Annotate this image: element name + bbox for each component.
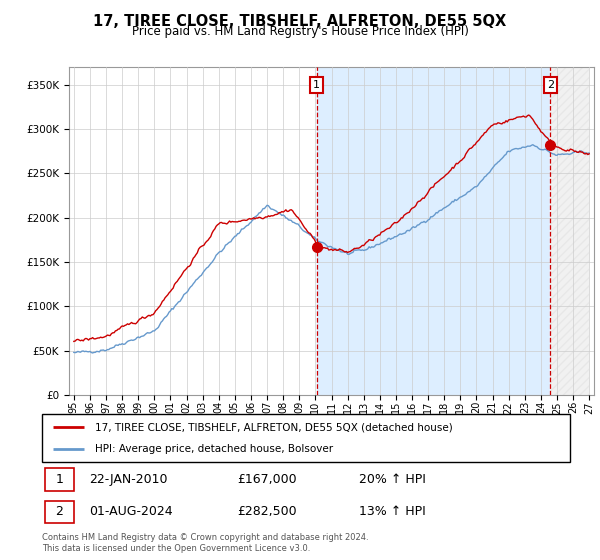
Text: 17, TIREE CLOSE, TIBSHELF, ALFRETON, DE55 5QX: 17, TIREE CLOSE, TIBSHELF, ALFRETON, DE5… (94, 14, 506, 29)
Text: 13% ↑ HPI: 13% ↑ HPI (359, 505, 425, 519)
Text: Contains HM Land Registry data © Crown copyright and database right 2024.
This d: Contains HM Land Registry data © Crown c… (42, 533, 368, 553)
FancyBboxPatch shape (42, 414, 570, 462)
Text: 1: 1 (313, 80, 320, 90)
FancyBboxPatch shape (44, 501, 74, 523)
Text: 20% ↑ HPI: 20% ↑ HPI (359, 473, 425, 486)
Text: Price paid vs. HM Land Registry's House Price Index (HPI): Price paid vs. HM Land Registry's House … (131, 25, 469, 38)
Text: 2: 2 (55, 505, 63, 519)
Text: £167,000: £167,000 (238, 473, 297, 486)
Text: £282,500: £282,500 (238, 505, 297, 519)
Text: 1: 1 (55, 473, 63, 486)
Text: 01-AUG-2024: 01-AUG-2024 (89, 505, 173, 519)
Text: 17, TIREE CLOSE, TIBSHELF, ALFRETON, DE55 5QX (detached house): 17, TIREE CLOSE, TIBSHELF, ALFRETON, DE5… (95, 422, 452, 432)
FancyBboxPatch shape (44, 468, 74, 491)
Text: HPI: Average price, detached house, Bolsover: HPI: Average price, detached house, Bols… (95, 444, 333, 454)
Text: 22-JAN-2010: 22-JAN-2010 (89, 473, 168, 486)
Text: 2: 2 (547, 80, 554, 90)
